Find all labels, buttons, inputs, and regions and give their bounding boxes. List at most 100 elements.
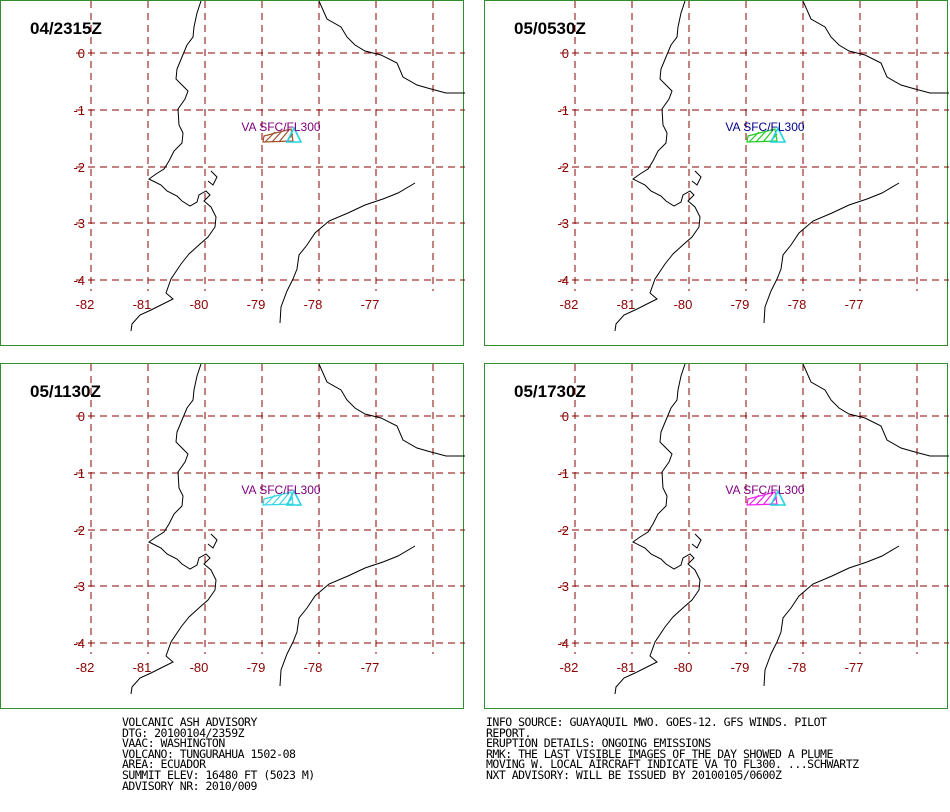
peru-border — [763, 182, 900, 324]
advisory-line: DTG: 20100104/2359Z — [122, 725, 245, 740]
longitude-label: -82 — [76, 297, 95, 312]
latitude-label: -1 — [73, 466, 85, 481]
map-canvas: 0 -1 -2 -3 -4 -82 -81 -80 -79 -78 -77 VA SFC/FL300 — [73, 1, 465, 332]
coastline-layer — [130, 364, 465, 695]
advisory-line: ERUPTION DETAILS: ONGOING EMISSIONS — [486, 736, 711, 751]
plume-hatch — [278, 129, 290, 143]
longitude-label: -82 — [560, 660, 579, 675]
latitude-label: -4 — [557, 636, 569, 651]
latitude-label: 0 — [78, 409, 85, 424]
advisory-line: SUMMIT ELEV: 16480 FT (5023 M) — [122, 767, 315, 782]
longitude-label: -79 — [247, 660, 266, 675]
panel-valid-time: 05/1130Z — [30, 382, 101, 401]
panel-valid-time: 05/0530Z — [514, 19, 586, 38]
latitude-label: 0 — [562, 409, 569, 424]
lat-lon-grid — [560, 1, 949, 291]
latitude-label: -3 — [73, 216, 85, 231]
longitude-label: -81 — [617, 297, 636, 312]
latitude-label: -3 — [557, 216, 569, 231]
latitude-label: -2 — [73, 160, 85, 175]
plume-hatch — [748, 494, 760, 506]
map-panel: 0 -1 -2 -3 -4 -82 -81 -80 -79 -78 -77 VA SFC/FL300 0… — [0, 0, 465, 346]
panel-valid-time: 04/2315Z — [30, 19, 102, 38]
coastline-layer — [130, 1, 465, 332]
longitude-label: -79 — [247, 297, 266, 312]
latitude-label: -1 — [557, 103, 569, 118]
longitude-label: -80 — [190, 660, 209, 675]
ecuador-coastline — [130, 364, 217, 695]
latitude-label: -1 — [73, 103, 85, 118]
latitude-label: -2 — [73, 523, 85, 538]
longitude-label: -80 — [674, 660, 693, 675]
puna-island — [691, 533, 702, 549]
advisory-line: AREA: ECUADOR — [122, 757, 206, 772]
va-altitude-label: VA SFC/FL300 — [725, 120, 804, 134]
colombia-border — [802, 364, 949, 457]
longitude-label: -77 — [361, 297, 380, 312]
advisory-line: RMK: THE LAST VISIBLE IMAGES OF THE DAY … — [486, 746, 833, 761]
plume-hatch — [271, 493, 283, 506]
volcano-triangle-icon — [769, 126, 787, 143]
latitude-label: 0 — [562, 46, 569, 61]
plume-hatch — [762, 129, 774, 143]
longitude-label: -81 — [133, 297, 152, 312]
latitude-label: -2 — [557, 160, 569, 175]
latitude-label: -4 — [73, 273, 85, 288]
longitude-label: -82 — [560, 297, 579, 312]
longitude-label: -81 — [617, 660, 636, 675]
latitude-label: -4 — [557, 273, 569, 288]
advisory-line: NXT ADVISORY: WILL BE ISSUED BY 20100105… — [486, 767, 782, 782]
longitude-label: -78 — [304, 297, 323, 312]
puna-island — [207, 170, 218, 186]
lat-lon-grid — [76, 364, 465, 654]
peru-border — [279, 182, 416, 324]
colombia-border — [318, 1, 465, 94]
map-canvas: 0 -1 -2 -3 -4 -82 -81 -80 -79 -78 -77 VA SFC/FL300 — [73, 364, 465, 695]
va-altitude-label: VA SFC/FL300 — [241, 483, 320, 497]
longitude-label: -78 — [304, 660, 323, 675]
advisory-line: VAAC: WASHINGTON — [122, 736, 225, 751]
longitude-label: -79 — [731, 660, 750, 675]
plume-hatch — [762, 492, 774, 506]
longitude-label: -79 — [731, 297, 750, 312]
advisory-header-text: VOLCANIC ASH ADVISORY DTG: 20100104/2359Z… — [122, 715, 315, 791]
peru-border — [279, 545, 416, 687]
lat-lon-grid — [76, 1, 465, 291]
latitude-label: -2 — [557, 523, 569, 538]
plume-hatch — [755, 130, 767, 143]
longitude-label: -78 — [788, 660, 807, 675]
longitude-label: -77 — [361, 660, 380, 675]
map-canvas: 0 -1 -2 -3 -4 -82 -81 -80 -79 -78 -77 VA SFC/FL300 — [557, 1, 949, 332]
lat-lon-grid — [560, 364, 949, 654]
colombia-border — [802, 1, 949, 94]
advisory-remarks-text: INFO SOURCE: GUAYAQUIL MWO. GOES-12. GFS… — [486, 715, 859, 782]
latitude-label: 0 — [78, 46, 85, 61]
latitude-label: -3 — [557, 579, 569, 594]
colombia-border — [318, 364, 465, 457]
longitude-label: -81 — [133, 660, 152, 675]
longitude-label: -82 — [76, 660, 95, 675]
plume-hatch — [264, 131, 276, 143]
latitude-label: -3 — [73, 579, 85, 594]
advisory-line: VOLCANO: TUNGURAHUA 1502-08 — [122, 746, 296, 761]
panel-valid-time: 05/1730Z — [514, 382, 586, 401]
peru-border — [763, 545, 900, 687]
va-altitude-label: VA SFC/FL300 — [725, 483, 804, 497]
longitude-label: -80 — [674, 297, 693, 312]
puna-island — [691, 170, 702, 186]
volcano-triangle-icon — [285, 489, 303, 506]
latitude-label: -4 — [73, 636, 85, 651]
latitude-label: -1 — [557, 466, 569, 481]
map-panel: 0 -1 -2 -3 -4 -82 -81 -80 -79 -78 -77 VA SFC/FL300 0… — [484, 0, 949, 346]
advisory-line: VOLCANIC ASH ADVISORY — [122, 715, 257, 729]
coastline-layer — [614, 1, 949, 332]
map-panel: 0 -1 -2 -3 -4 -82 -81 -80 -79 -78 -77 VA SFC/FL300 0… — [0, 363, 465, 709]
plume-hatch — [264, 494, 276, 506]
advisory-line: INFO SOURCE: GUAYAQUIL MWO. GOES-12. GFS… — [486, 715, 827, 729]
advisory-line: REPORT. — [486, 725, 531, 740]
plume-hatch — [748, 131, 760, 143]
longitude-label: -80 — [190, 297, 209, 312]
longitude-label: -78 — [788, 297, 807, 312]
plume-hatch — [755, 493, 767, 506]
volcano-triangle-icon — [769, 489, 787, 506]
